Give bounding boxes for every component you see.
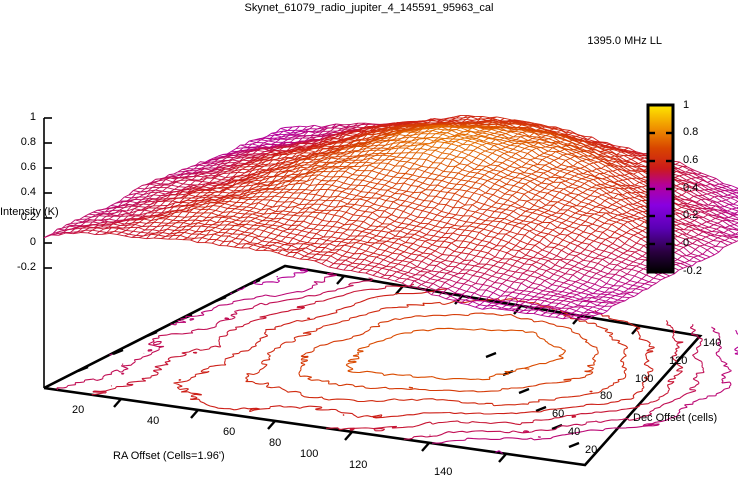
y-tick-label-6: 0	[29, 236, 36, 248]
y-tick-label-2: 0.8	[20, 136, 36, 148]
x-tick-label-120: 120	[349, 459, 368, 471]
y-axis	[43, 117, 52, 388]
z-axis-label: Dec Offset (cells)	[633, 412, 718, 424]
x-axis-label: RA Offset (Cells=1.96')	[113, 450, 225, 462]
colorbar	[646, 103, 675, 274]
x-tick-label-80: 80	[269, 437, 282, 449]
z-tick-label-120: 120	[669, 355, 688, 367]
y-tick-label-4: 0.4	[20, 186, 36, 198]
x-tick-label-140: 140	[434, 466, 453, 478]
colorbar-tick-1: 1	[683, 99, 690, 111]
base-plane-axes	[43, 264, 703, 467]
colorbar-tick-3: 0.6	[683, 154, 699, 166]
colorbar-tick-4: 0.4	[683, 182, 699, 194]
z-tick-label-20: 20	[585, 444, 598, 456]
x-tick-label-40: 40	[147, 415, 160, 427]
y-tick-label-3: 0.6	[20, 161, 36, 173]
colorbar-tick-7: -0.2	[683, 265, 702, 277]
z-tick-label-80: 80	[600, 390, 613, 402]
z-tick-label-140: 140	[703, 337, 722, 349]
z-tick-label-100: 100	[635, 373, 654, 385]
y-tick-label-7: -0.2	[17, 261, 36, 273]
z-tick-label-40: 40	[568, 426, 581, 438]
contour-projection	[56, 268, 738, 454]
colorbar-tick-6: 0	[683, 237, 690, 249]
y-axis-label: Intensity (K)	[0, 206, 59, 218]
x-tick-label-20: 20	[72, 404, 85, 416]
ra-axis-ticks	[113, 398, 507, 463]
x-tick-label-60: 60	[223, 426, 236, 438]
z-tick-label-60: 60	[552, 408, 565, 420]
plot-title: Skynet_61079_radio_jupiter_4_145591_9596…	[244, 2, 494, 14]
colorbar-tick-5: 0.2	[683, 209, 699, 221]
y-tick-label-5: 0.2	[20, 211, 36, 223]
colorbar-tick-2: 0.8	[683, 126, 699, 138]
y-tick-label-1: 1	[29, 111, 36, 123]
x-tick-label-100: 100	[300, 448, 319, 460]
dec-axis-ticks	[485, 351, 580, 449]
legend-label: 1395.0 MHz LL	[587, 35, 662, 47]
mesh-surface	[43, 115, 738, 321]
